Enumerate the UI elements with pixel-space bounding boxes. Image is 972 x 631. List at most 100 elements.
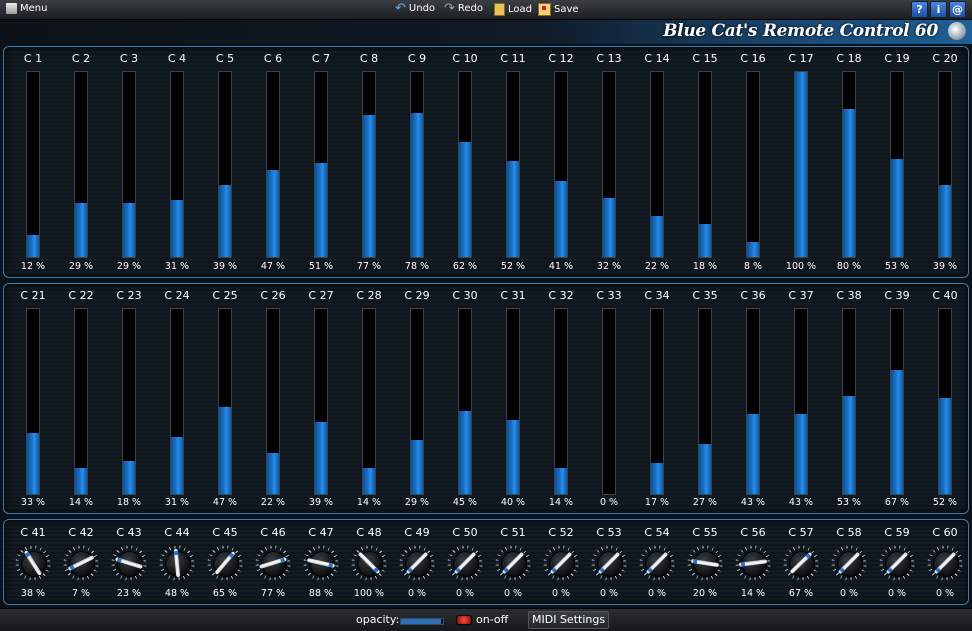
web-button[interactable]: @ — [949, 1, 966, 18]
channel-meter[interactable] — [746, 71, 760, 258]
channel-slot: C 27 39 % — [297, 284, 345, 513]
channel-label: C 53 — [596, 526, 622, 539]
channel-slot: C 60 0 % — [921, 520, 969, 604]
channel-value: 22 % — [260, 497, 286, 508]
channel-knob[interactable] — [687, 545, 723, 581]
channel-meter[interactable] — [170, 71, 184, 258]
channel-meter[interactable] — [698, 308, 712, 495]
channel-meter[interactable] — [410, 71, 424, 258]
channel-meter[interactable] — [314, 308, 328, 495]
channel-meter[interactable] — [890, 71, 904, 258]
channel-knob[interactable] — [159, 545, 195, 581]
channel-knob[interactable] — [63, 545, 99, 581]
channel-knob[interactable] — [927, 545, 963, 581]
channel-meter[interactable] — [650, 71, 664, 258]
channel-knob[interactable] — [879, 545, 915, 581]
channel-knob[interactable] — [207, 545, 243, 581]
redo-label: Redo — [457, 3, 484, 14]
channel-meter[interactable] — [938, 71, 952, 258]
channel-knob[interactable] — [255, 545, 291, 581]
channel-meter[interactable] — [794, 308, 808, 495]
channel-meter[interactable] — [794, 71, 808, 258]
channel-slot: C 40 52 % — [921, 284, 969, 513]
channel-label: C 8 — [359, 52, 379, 65]
channel-meter[interactable] — [218, 308, 232, 495]
midi-settings-button[interactable]: MIDI Settings — [528, 611, 610, 629]
channel-value: 0 % — [599, 497, 619, 508]
channel-meter[interactable] — [218, 71, 232, 258]
channel-meter-fill — [171, 199, 183, 257]
channel-knob[interactable] — [831, 545, 867, 581]
channel-value: 0 % — [551, 588, 571, 599]
channel-label: C 28 — [356, 289, 382, 302]
channel-knob[interactable] — [735, 545, 771, 581]
channel-meter[interactable] — [554, 308, 568, 495]
help-button[interactable]: ? — [911, 1, 928, 18]
channel-knob[interactable] — [495, 545, 531, 581]
channel-knob[interactable] — [303, 545, 339, 581]
channel-meter[interactable] — [698, 71, 712, 258]
channel-meter[interactable] — [602, 71, 616, 258]
channel-slot: C 39 67 % — [873, 284, 921, 513]
channel-knob[interactable] — [111, 545, 147, 581]
channel-knob[interactable] — [639, 545, 675, 581]
channel-meter[interactable] — [122, 71, 136, 258]
menu-button[interactable]: Menu — [6, 3, 47, 14]
channel-meter[interactable] — [506, 71, 520, 258]
info-button[interactable]: i — [930, 1, 947, 18]
channel-label: C 3 — [119, 52, 139, 65]
channel-meter[interactable] — [602, 308, 616, 495]
channel-slot: C 46 77 % — [249, 520, 297, 604]
save-button[interactable]: Save — [538, 3, 579, 16]
channel-value: 31 % — [164, 497, 190, 508]
channel-meter[interactable] — [170, 308, 184, 495]
channel-knob[interactable] — [351, 545, 387, 581]
channel-label: C 9 — [407, 52, 427, 65]
channel-meter[interactable] — [506, 308, 520, 495]
channel-label: C 23 — [116, 289, 142, 302]
channel-label: C 45 — [212, 526, 238, 539]
channel-meter[interactable] — [122, 308, 136, 495]
channel-meter[interactable] — [458, 308, 472, 495]
channel-value: 80 % — [836, 261, 862, 272]
channel-knob[interactable] — [15, 545, 51, 581]
toolbar: Menu ↶ Undo ↷ Redo Load Save ? i @ — [0, 0, 972, 20]
channel-meter[interactable] — [266, 308, 280, 495]
channel-knob[interactable] — [591, 545, 627, 581]
channel-meter[interactable] — [74, 308, 88, 495]
channel-meter[interactable] — [266, 71, 280, 258]
channel-knob[interactable] — [543, 545, 579, 581]
channel-slot: C 56 14 % — [729, 520, 777, 604]
channel-label: C 43 — [116, 526, 142, 539]
channel-meter[interactable] — [314, 71, 328, 258]
channel-knob[interactable] — [399, 545, 435, 581]
channel-meter[interactable] — [362, 71, 376, 258]
channel-meter[interactable] — [842, 71, 856, 258]
load-button[interactable]: Load — [494, 3, 532, 16]
channel-value: 77 % — [260, 588, 286, 599]
channel-meter[interactable] — [554, 71, 568, 258]
channel-meter[interactable] — [74, 71, 88, 258]
channel-label: C 47 — [308, 526, 334, 539]
channel-meter[interactable] — [890, 308, 904, 495]
load-icon — [494, 3, 505, 16]
channel-meter[interactable] — [746, 308, 760, 495]
channel-meter[interactable] — [26, 308, 40, 495]
channel-meter[interactable] — [650, 308, 664, 495]
channel-knob[interactable] — [447, 545, 483, 581]
channel-label: C 21 — [20, 289, 46, 302]
channel-meter[interactable] — [26, 71, 40, 258]
channel-knob[interactable] — [783, 545, 819, 581]
channel-meter[interactable] — [410, 308, 424, 495]
opacity-slider[interactable] — [400, 618, 444, 625]
channel-slot: C 22 14 % — [57, 284, 105, 513]
channel-meter[interactable] — [938, 308, 952, 495]
redo-button[interactable]: ↷ Redo — [444, 2, 484, 15]
on-off-toggle[interactable] — [456, 615, 472, 625]
blue-cat-logo-icon[interactable] — [948, 22, 966, 40]
channel-meter[interactable] — [842, 308, 856, 495]
channel-meter[interactable] — [458, 71, 472, 258]
channel-label: C 54 — [644, 526, 670, 539]
undo-button[interactable]: ↶ Undo — [395, 2, 435, 15]
channel-meter[interactable] — [362, 308, 376, 495]
